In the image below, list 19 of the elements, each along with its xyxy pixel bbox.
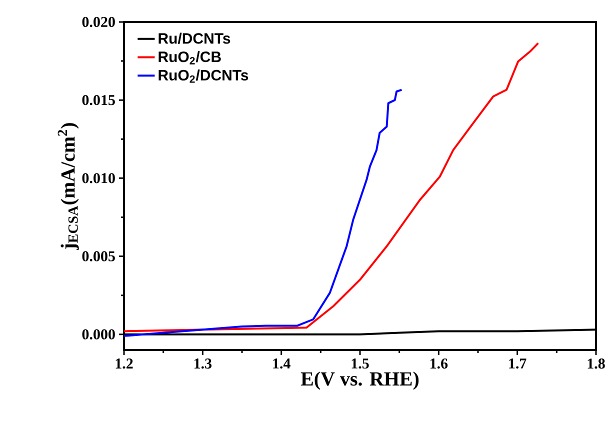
legend-label: RuO$_{2}$/DCNTs [158, 69, 248, 83]
line-series [124, 42, 540, 332]
x-tick-label: 1.2 [116, 358, 133, 369]
x-tick-label: 1.6 [430, 358, 448, 369]
y-tick-label: 0.020 [82, 16, 115, 28]
y-tick-label: 0.010 [82, 173, 115, 184]
x-tick-label: 1.3 [194, 358, 212, 369]
legend-label: RuO$_{2}$/CB [158, 51, 221, 64]
x-axis-title: E(V vs. RHE) [300, 372, 419, 390]
x-tick-label: 1.5 [352, 358, 369, 369]
x-tick-label: 1.7 [509, 358, 526, 369]
y-tick-label: 0.015 [82, 94, 115, 106]
legend-label: Ru/DCNTs [158, 32, 230, 44]
x-tick-label: 1.4 [273, 358, 290, 369]
line-series [124, 88, 403, 337]
y-tick-label: 0.000 [82, 329, 115, 340]
y-axis-title: j$_{ECSA}$(mA/cm$^{2}$) [58, 123, 79, 250]
x-tick-label: 1.8 [588, 358, 605, 369]
y-tick-label: 0.005 [82, 251, 115, 262]
